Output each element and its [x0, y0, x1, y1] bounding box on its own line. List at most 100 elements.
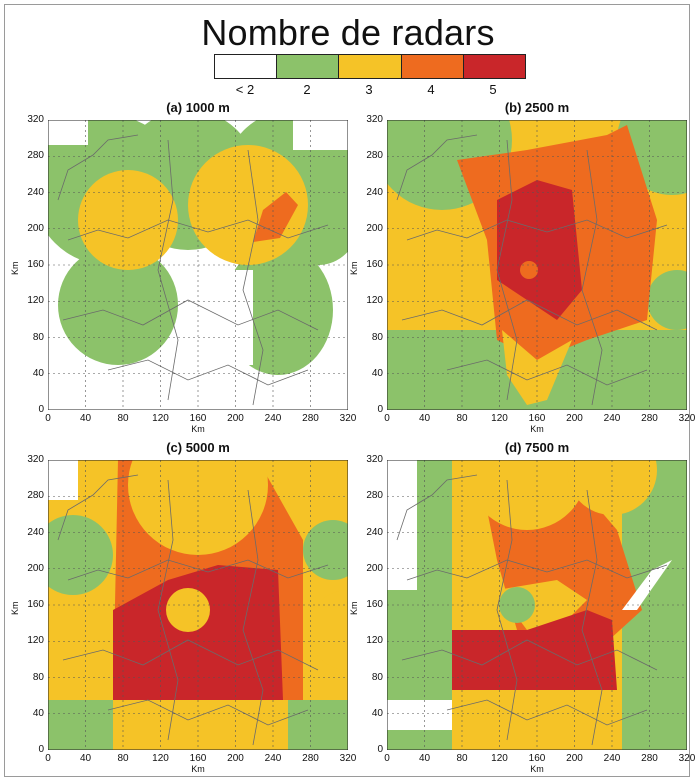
map-c — [48, 460, 348, 750]
x-axis-label: Km — [530, 424, 544, 434]
figure-title: Nombre de radars — [201, 12, 495, 53]
y-tick-label: 0 — [377, 744, 383, 755]
y-tick-label: 240 — [27, 526, 44, 538]
y-tick-label: 320 — [366, 454, 383, 465]
x-tick-label: 320 — [339, 753, 357, 764]
x-tick-label: 280 — [641, 753, 658, 764]
y-tick-label: 0 — [38, 404, 44, 415]
y-tick-label: 160 — [366, 259, 383, 270]
y-tick-label: 240 — [366, 186, 383, 198]
x-tick-label: 160 — [528, 753, 546, 764]
map-panel-d: (d) 7500 m — [387, 440, 687, 750]
y-tick-label: 280 — [27, 150, 44, 162]
x-tick-label: 40 — [79, 753, 92, 764]
y-tick-label: 200 — [27, 562, 44, 574]
x-tick-label: 280 — [302, 753, 319, 764]
panel-title-a: (a) 1000 m — [166, 100, 230, 115]
legend-swatch-2 — [277, 55, 340, 78]
x-tick-label: 120 — [152, 753, 169, 764]
x-tick-label: 40 — [418, 413, 431, 424]
y-tick-label: 240 — [366, 526, 383, 538]
map-a — [48, 120, 348, 410]
legend-label-lt2: < 2 — [235, 82, 255, 97]
x-tick-label: 240 — [264, 753, 282, 764]
x-axis-label: Km — [530, 764, 544, 774]
x-tick-label: 160 — [189, 753, 207, 764]
legend-labels: < 2 2 3 4 5 — [214, 82, 526, 98]
y-tick-label: 200 — [366, 562, 383, 574]
y-tick-label: 320 — [27, 114, 44, 125]
legend-swatch-4 — [401, 55, 464, 78]
x-tick-label: 80 — [456, 753, 468, 764]
x-tick-label: 200 — [227, 413, 244, 424]
map-panel-b: (b) 2500 m — [387, 100, 687, 410]
y-tick-label: 40 — [32, 367, 44, 379]
y-axis-label: Km — [349, 261, 359, 276]
legend-swatch-5 — [463, 55, 526, 78]
legend-label-5: 5 — [489, 82, 497, 97]
y-tick-label: 80 — [32, 671, 44, 683]
x-tick-label: 0 — [45, 753, 51, 764]
figure-frame — [4, 4, 690, 777]
x-tick-label: 120 — [491, 753, 508, 764]
x-tick-label: 200 — [566, 753, 583, 764]
x-tick-label: 40 — [79, 413, 92, 424]
x-tick-label: 120 — [491, 413, 508, 424]
y-tick-label: 0 — [38, 744, 44, 755]
x-tick-label: 40 — [418, 753, 431, 764]
legend-label-2: 2 — [303, 82, 311, 97]
color-legend — [214, 54, 526, 79]
y-tick-label: 80 — [32, 331, 44, 343]
y-tick-label: 40 — [371, 367, 383, 379]
map-d — [387, 460, 687, 750]
x-tick-label: 80 — [117, 413, 129, 424]
y-tick-label: 80 — [371, 671, 383, 683]
x-tick-label: 200 — [566, 413, 583, 424]
y-tick-label: 280 — [27, 490, 44, 502]
y-tick-label: 320 — [366, 114, 383, 125]
y-tick-label: 120 — [366, 635, 383, 647]
panel-title-c: (c) 5000 m — [166, 440, 230, 455]
x-tick-label: 240 — [603, 753, 621, 764]
y-tick-label: 280 — [366, 150, 383, 162]
x-tick-label: 280 — [302, 413, 319, 424]
y-tick-label: 320 — [27, 454, 44, 465]
legend-swatch-3 — [339, 55, 402, 78]
x-tick-label: 0 — [384, 413, 390, 424]
x-tick-label: 320 — [678, 413, 696, 424]
x-tick-label: 160 — [189, 413, 207, 424]
panel-title-b: (b) 2500 m — [504, 100, 570, 115]
legend-swatch-lt2 — [215, 55, 278, 78]
y-tick-label: 40 — [371, 707, 383, 719]
y-tick-label: 120 — [366, 295, 383, 307]
y-axis-label: Km — [10, 261, 20, 276]
x-tick-label: 240 — [264, 413, 282, 424]
x-tick-label: 0 — [45, 413, 51, 424]
x-axis-label: Km — [191, 764, 205, 774]
map-b — [387, 120, 687, 410]
x-tick-label: 320 — [678, 753, 696, 764]
x-tick-label: 240 — [603, 413, 621, 424]
y-tick-label: 200 — [27, 222, 44, 234]
x-tick-label: 200 — [227, 753, 244, 764]
y-tick-label: 120 — [27, 295, 44, 307]
y-axis-label: Km — [10, 601, 20, 616]
y-tick-label: 280 — [366, 490, 383, 502]
legend-label-4: 4 — [427, 82, 435, 97]
y-tick-label: 80 — [371, 331, 383, 343]
x-tick-label: 160 — [528, 413, 546, 424]
x-axis-label: Km — [191, 424, 205, 434]
y-tick-label: 40 — [32, 707, 44, 719]
panel-title-d: (d) 7500 m — [504, 440, 570, 455]
x-tick-label: 80 — [456, 413, 468, 424]
legend-label-3: 3 — [365, 82, 373, 97]
y-tick-label: 0 — [377, 404, 383, 415]
y-tick-label: 160 — [366, 599, 383, 610]
y-tick-label: 200 — [366, 222, 383, 234]
y-tick-label: 240 — [27, 186, 44, 198]
x-tick-label: 280 — [641, 413, 658, 424]
y-tick-label: 120 — [27, 635, 44, 647]
y-tick-label: 160 — [27, 259, 44, 270]
map-panel-c: (c) 5000 m — [48, 440, 348, 750]
x-tick-label: 320 — [339, 413, 357, 424]
